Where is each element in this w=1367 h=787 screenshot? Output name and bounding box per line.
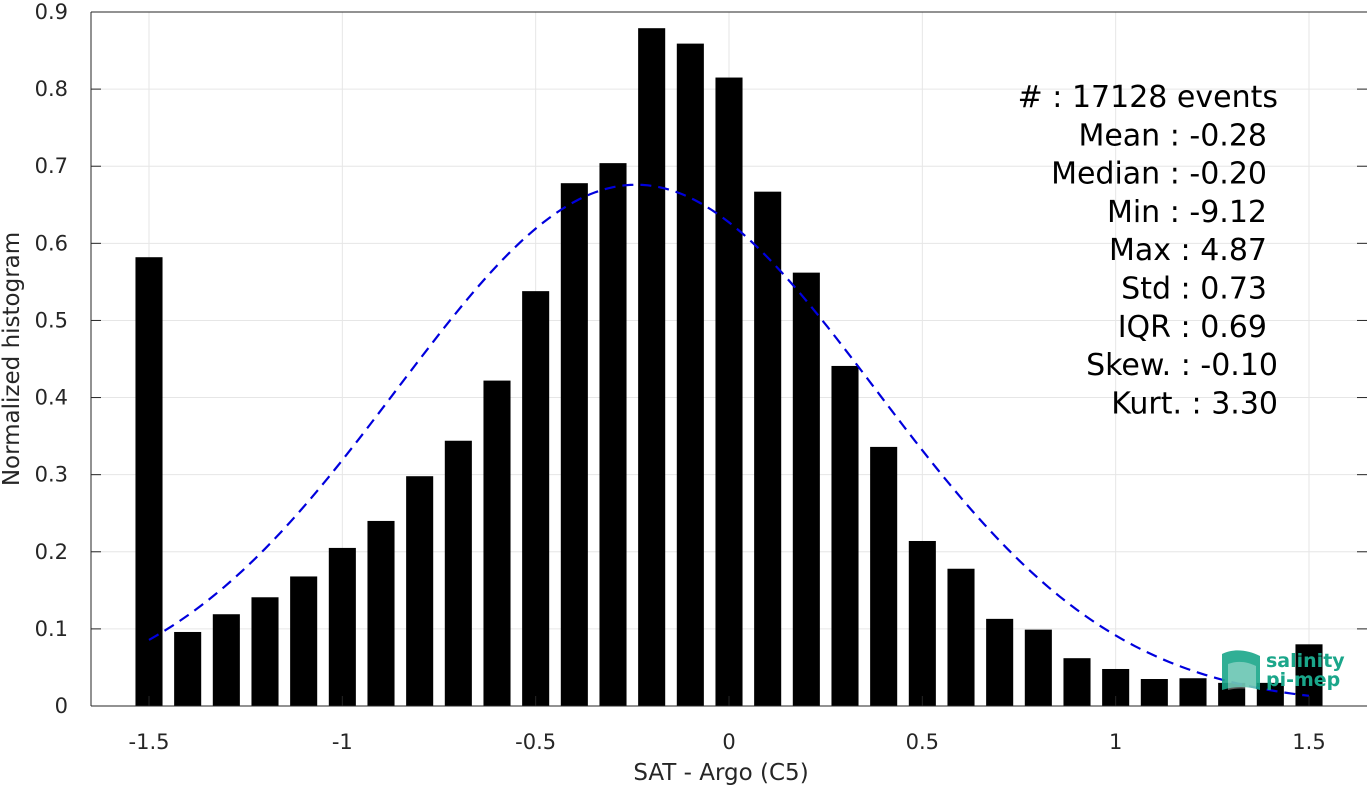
logo-text-pimep: pi-mep	[1266, 669, 1340, 691]
histogram-bar	[1024, 629, 1052, 706]
histogram-bar	[406, 476, 434, 706]
stats-line: IQR : 0.69	[1118, 310, 1267, 345]
histogram-bar	[290, 576, 318, 706]
salinity-pi-mep-logo: salinity pi-mep	[1222, 650, 1345, 691]
stats-line: Std : 0.73	[1121, 272, 1267, 307]
histogram-bar	[1179, 678, 1207, 706]
histogram-bar	[483, 380, 511, 706]
histogram-bar	[870, 446, 898, 706]
histogram-bar	[947, 568, 975, 706]
stats-line: # : 17128 events	[1018, 80, 1278, 115]
logo-wave-icon-inner	[1228, 661, 1256, 690]
y-axis-ticks: 0 0.1 0.2 0.3 0.4 0.5 0.6 0.7 0.8 0.9	[35, 0, 1367, 718]
stats-line: Kurt. : 3.30	[1111, 386, 1278, 421]
y-tick-label: 0.4	[35, 386, 68, 410]
histogram-bar	[135, 257, 163, 706]
logo-text-salinity: salinity	[1266, 650, 1345, 672]
y-tick-label: 0	[55, 694, 68, 718]
x-tick-label: 1.5	[1292, 730, 1325, 754]
histogram-bar	[522, 291, 550, 706]
y-tick-label: 0.3	[35, 463, 68, 487]
histogram-bar	[986, 618, 1014, 706]
histogram-bar	[1256, 682, 1284, 706]
histogram-bar	[174, 631, 202, 706]
histogram-bar	[599, 163, 627, 707]
histogram-bar	[328, 547, 356, 706]
histogram-bar	[1063, 658, 1091, 706]
y-tick-label: 0.8	[35, 77, 68, 101]
histogram-bar	[251, 597, 279, 706]
histogram-bar	[792, 272, 820, 706]
y-tick-label: 0.7	[35, 154, 68, 178]
x-tick-label: 0	[722, 730, 735, 754]
histogram-bar	[676, 43, 704, 707]
x-axis-label: SAT - Argo (C5)	[633, 760, 808, 786]
x-tick-label: -0.5	[515, 730, 556, 754]
histogram-bar	[638, 28, 666, 706]
histogram-bar	[560, 183, 588, 707]
histogram-bar	[367, 520, 395, 706]
logo-wave-icon	[1222, 650, 1260, 690]
y-tick-label: 0.2	[35, 540, 68, 564]
x-axis-ticks: -1.5 -1 -0.5 0 0.5 1 1.5	[129, 696, 1326, 754]
x-tick-label: 1	[1109, 730, 1122, 754]
histogram-bar	[1140, 679, 1168, 706]
fit-curve	[148, 183, 1310, 697]
y-tick-label: 0.1	[35, 617, 68, 641]
y-tick-label: 0.9	[35, 0, 68, 24]
bars	[135, 28, 1323, 707]
stats-line: Min : -9.12	[1107, 195, 1267, 230]
stats-line: Skew. : -0.10	[1086, 348, 1278, 383]
histogram-bar	[831, 365, 859, 706]
y-tick-label: 0.6	[35, 231, 68, 255]
histogram-bar	[444, 440, 472, 706]
x-tick-label: -1	[332, 730, 353, 754]
x-tick-label: 0.5	[906, 730, 939, 754]
y-tick-label: 0.5	[35, 308, 68, 332]
histogram-bar	[754, 191, 782, 706]
x-tick-label: -1.5	[129, 730, 170, 754]
histogram-bar	[908, 540, 936, 706]
stats-line: Median : -0.20	[1051, 157, 1267, 192]
histogram-bar	[212, 614, 240, 706]
stats-line: Max : 4.87	[1109, 233, 1267, 268]
stats-line: Mean : -0.28	[1078, 118, 1267, 153]
histogram-bar	[715, 77, 743, 707]
y-axis-label: Normalized histogram	[0, 232, 25, 486]
